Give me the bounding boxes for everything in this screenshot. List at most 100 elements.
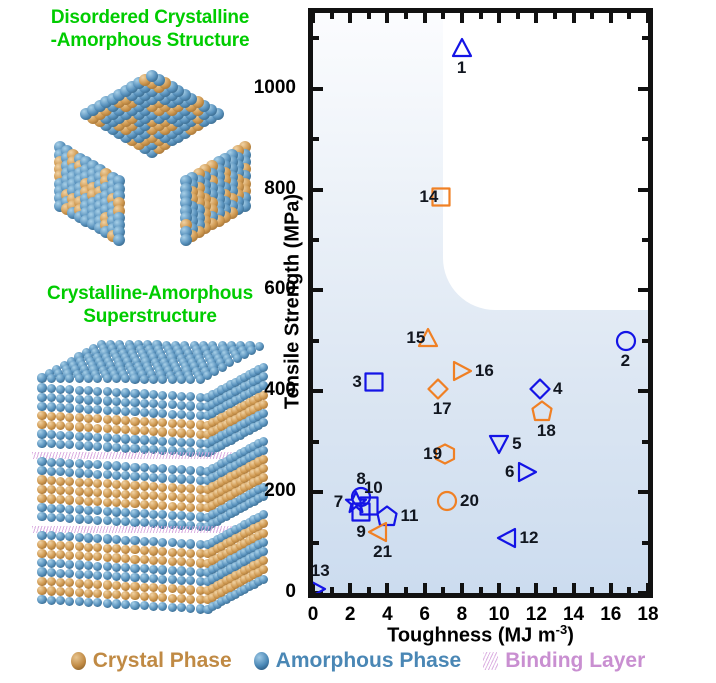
- crystal-sphere: [93, 414, 103, 424]
- crystal-sphere: [167, 556, 177, 566]
- data-point-21[interactable]: [367, 521, 389, 543]
- crystal-sphere: [176, 594, 187, 604]
- data-point-11[interactable]: [376, 505, 399, 527]
- crystal-sphere: [176, 584, 187, 595]
- y-tick: [642, 237, 648, 242]
- amorphous-sphere: [46, 402, 56, 412]
- amorphous-sphere: [111, 516, 121, 526]
- amorphous-sphere: [186, 410, 196, 420]
- data-point-3[interactable]: [363, 371, 385, 393]
- crystal-sphere: [56, 485, 66, 495]
- data-point-14[interactable]: [430, 186, 452, 208]
- amorphous-sphere: [102, 562, 112, 572]
- crystal-sphere: [254, 521, 264, 531]
- amorphous-sphere: [56, 373, 66, 383]
- data-point-17[interactable]: [427, 378, 449, 400]
- crystal-sphere: [203, 429, 213, 439]
- amorphous-sphere: [93, 598, 103, 608]
- crystal-sphere: [111, 581, 121, 591]
- amorphous-sphere: [121, 535, 131, 545]
- crystal-sphere: [130, 554, 140, 564]
- crystal-sphere: [167, 418, 177, 428]
- amorphous-sphere: [102, 405, 112, 415]
- data-point-12[interactable]: [496, 527, 518, 549]
- x-axis-title: Toughness (MJ m-3): [308, 622, 653, 648]
- data-point-1[interactable]: [451, 37, 473, 59]
- x-tick: [646, 583, 648, 593]
- amorphous-sphere: [121, 374, 131, 384]
- data-point-19[interactable]: [434, 443, 456, 465]
- amorphous-sphere: [217, 394, 227, 404]
- crystal-sphere: [139, 417, 149, 427]
- crystal-sphere: [208, 546, 218, 556]
- amorphous-sphere: [130, 444, 140, 454]
- crystal-sphere: [37, 549, 47, 559]
- crystal-sphere: [46, 485, 56, 495]
- amorphous-sphere: [203, 576, 213, 587]
- x-tick: [497, 583, 502, 593]
- amorphous-sphere: [46, 383, 56, 394]
- data-point-18[interactable]: [531, 400, 553, 422]
- data-point-4[interactable]: [529, 378, 551, 400]
- amorphous-sphere: [74, 404, 84, 414]
- y-tick-label: 1000: [253, 76, 296, 98]
- data-point-16[interactable]: [451, 360, 473, 382]
- amorphous-sphere: [93, 515, 103, 525]
- data-point-label-10: 10: [363, 478, 383, 498]
- amorphous-sphere: [158, 390, 168, 400]
- data-point-6[interactable]: [516, 461, 538, 483]
- amorphous-sphere: [176, 538, 187, 549]
- amorphous-sphere: [74, 569, 84, 579]
- data-point-15[interactable]: [417, 327, 439, 349]
- amorphous-sphere: [37, 457, 47, 467]
- crystal-sphere: [195, 484, 205, 494]
- amorphous-sphere: [83, 386, 94, 396]
- amorphous-sphere: [37, 567, 47, 577]
- amorphous-sphere: [258, 546, 268, 557]
- hatch-violet-icon: [483, 651, 499, 670]
- data-point-2[interactable]: [615, 330, 637, 352]
- crystal-sphere: [37, 576, 47, 586]
- crystal-sphere: [158, 546, 168, 557]
- crystal-sphere: [208, 491, 218, 501]
- crystal-sphere: [37, 475, 47, 485]
- crystal-sphere: [158, 491, 168, 501]
- crystal-sphere: [203, 484, 213, 495]
- crystal-sphere: [176, 419, 187, 429]
- legend-item-binding-layer: Binding Layer: [483, 649, 645, 673]
- amorphous-sphere: [258, 482, 268, 492]
- amorphous-sphere: [111, 562, 121, 572]
- crystal-sphere: [226, 472, 236, 482]
- amorphous-sphere: [167, 409, 177, 419]
- crystal-sphere: [74, 542, 84, 552]
- amorphous-sphere: [176, 437, 187, 447]
- amorphous-sphere: [186, 539, 196, 549]
- amorphous-sphere: [195, 604, 205, 614]
- data-point-13[interactable]: [313, 578, 327, 593]
- amorphous-sphere: [93, 395, 103, 406]
- crystal-sphere: [195, 585, 205, 596]
- amorphous-sphere: [139, 564, 149, 574]
- amorphous-sphere: [65, 458, 75, 468]
- data-point-20[interactable]: [436, 490, 458, 512]
- x-tick-label: 18: [637, 604, 659, 625]
- data-point-5[interactable]: [488, 433, 510, 455]
- y-tick: [313, 237, 319, 242]
- crystal-sphere: [176, 492, 187, 503]
- y-tick: [642, 338, 648, 343]
- crystal-sphere: [203, 586, 213, 596]
- crystal-sphere: [149, 491, 159, 501]
- crystal-sphere: [102, 497, 112, 507]
- amorphous-sphere: [240, 455, 250, 465]
- crystal-sphere: [208, 500, 218, 510]
- crystal-sphere: [158, 592, 168, 603]
- data-point-10[interactable]: [358, 495, 380, 517]
- amorphous-sphere: [217, 597, 227, 607]
- amorphous-sphere: [74, 431, 84, 441]
- phase-legend: Crystal Phase Amorphous Phase Binding La…: [0, 638, 716, 683]
- amorphous-sphere: [186, 401, 196, 411]
- data-point-7[interactable]: [344, 491, 367, 514]
- crystal-sphere: [121, 480, 131, 490]
- crystal-sphere: [195, 503, 205, 513]
- amorphous-sphere: [65, 440, 75, 450]
